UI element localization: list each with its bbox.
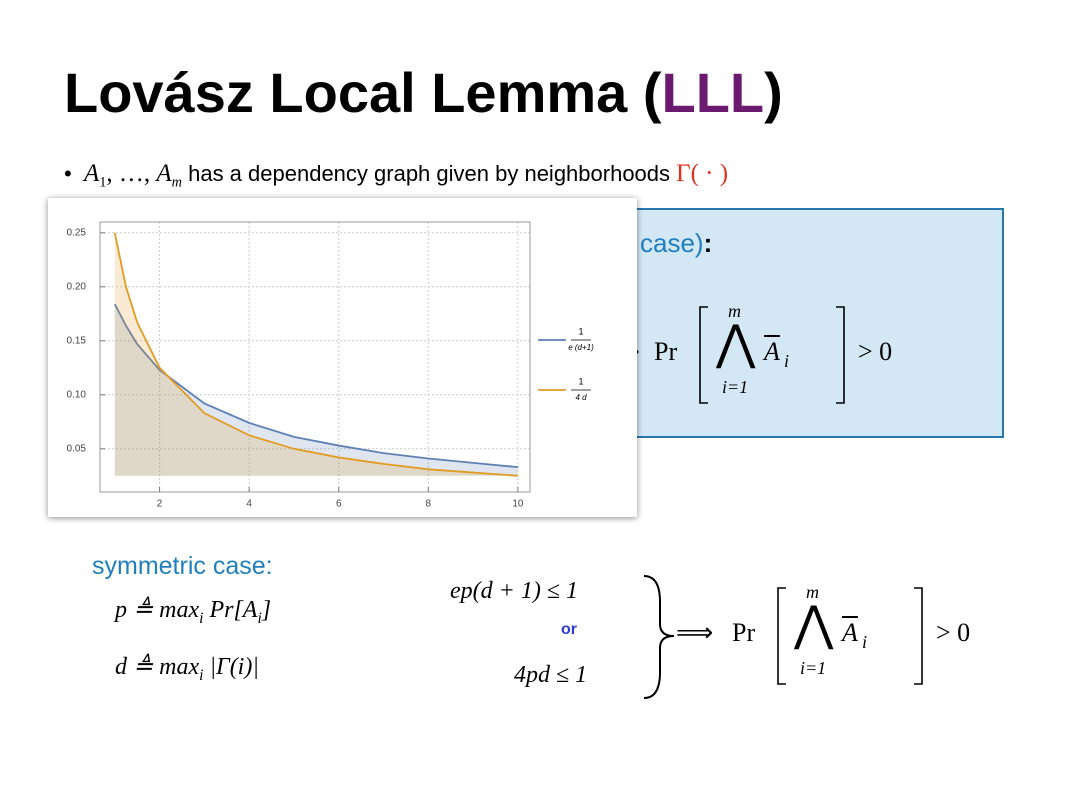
math: ⋀ — [794, 598, 834, 651]
conclusion: ⟹ Pr m ⋀ i=1 A i > 0 — [676, 578, 970, 698]
x-tick-label: 4 — [246, 499, 252, 510]
x-tick-label: 8 — [426, 499, 432, 510]
math: Pr[A — [203, 597, 258, 623]
math: > 0 — [936, 618, 971, 647]
plot-frame — [99, 221, 531, 493]
math: m — [806, 582, 819, 602]
math: i=1 — [800, 658, 827, 678]
math: i — [784, 351, 790, 371]
math: > 0 — [858, 337, 893, 366]
math: , …, — [106, 160, 157, 187]
title-highlight: LLL — [661, 61, 765, 124]
legend-label: 1 — [578, 376, 583, 386]
y-tick-label: 0.15 — [67, 335, 87, 346]
brackets — [699, 306, 845, 404]
section-heading: symmetric case: — [92, 552, 273, 580]
chart-panel: 0.05 0.10 0.15 0.20 0.25 2 4 6 8 10 1 e (d+1) 1 4 d — [48, 198, 637, 517]
math: m — [171, 174, 182, 191]
legend-label: 1 — [578, 326, 583, 336]
math: ⋀ — [716, 317, 756, 370]
line — [113, 232, 518, 477]
area — [114, 304, 518, 476]
x-tick-label: 6 — [336, 499, 342, 510]
math: p ≜ max — [115, 597, 200, 623]
chart: 0.05 0.10 0.15 0.20 0.25 2 4 6 8 10 1 e (d+1) 1 4 d — [67, 221, 594, 510]
line — [113, 303, 518, 469]
math: Pr — [654, 337, 678, 366]
definition: p ≜ maxi Pr[Ai] — [115, 595, 271, 628]
math: A — [83, 160, 100, 187]
math: |Γ(i)| — [203, 654, 259, 680]
math: Γ( · ) — [676, 160, 729, 187]
y-tick-label: 0.10 — [67, 389, 87, 400]
conclusion: ⇒ Pr m ⋀ i=1 A i > 0 — [618, 297, 892, 417]
area — [114, 232, 518, 476]
legend-label: 4 d — [575, 393, 587, 402]
brace — [643, 575, 675, 699]
math: ] — [261, 597, 272, 623]
or-label: or — [561, 621, 577, 638]
implies: ⟹ — [676, 618, 714, 647]
math: i — [862, 632, 868, 652]
y-tick-label: 0.20 — [67, 281, 87, 292]
math: A — [764, 337, 780, 366]
y-tick-label: 0.25 — [67, 227, 87, 238]
condition: 4pd ≤ 1 — [514, 662, 588, 688]
title-text: Lovász Local Lemma ( — [64, 61, 662, 124]
x-tick-label: 2 — [157, 499, 163, 510]
title-text: ) — [764, 61, 783, 124]
math: i — [257, 609, 262, 627]
math: A — [156, 160, 172, 187]
math: i=1 — [722, 377, 749, 397]
math: m — [728, 301, 741, 321]
definition: d ≜ maxi |Γ(i)| — [115, 652, 259, 685]
x-tick-label: 10 — [512, 499, 524, 510]
heading-colon: : — [703, 228, 713, 258]
math: Pr — [732, 618, 756, 647]
condition: ep(d + 1) ≤ 1 — [450, 578, 579, 604]
math: i — [199, 609, 204, 627]
math: i — [199, 666, 204, 684]
math: A — [842, 618, 858, 647]
bullet-text: has a dependency graph given by neighbor… — [181, 161, 677, 186]
box-heading: case): — [640, 228, 712, 259]
slide-title: Lovász Local Lemma (LLL) — [64, 60, 783, 125]
bullet: • A1, …, Am has a dependency graph given… — [64, 160, 729, 191]
math: d ≜ max — [115, 654, 200, 680]
legend-label: e (d+1) — [568, 343, 594, 352]
y-tick-label: 0.05 — [67, 443, 87, 454]
brackets — [777, 587, 923, 685]
math: 1 — [99, 174, 107, 191]
heading-text: case) — [640, 228, 704, 258]
